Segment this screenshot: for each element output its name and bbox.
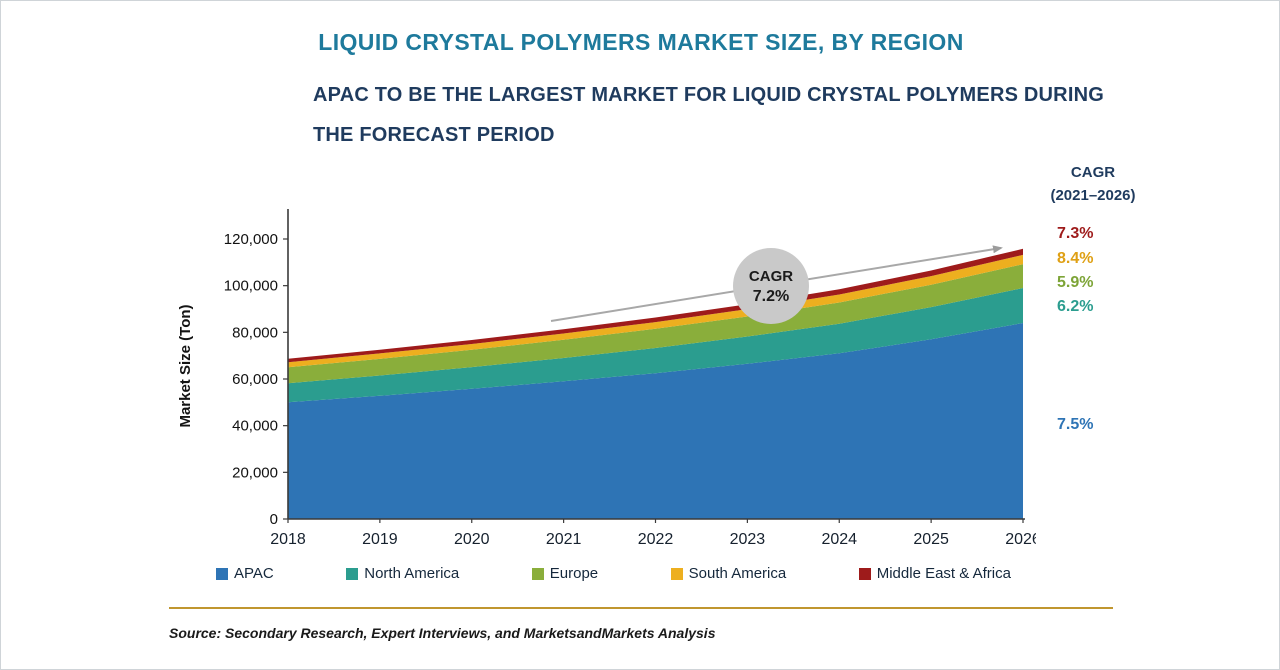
y-tick-label: 80,000 xyxy=(232,324,278,341)
cagr-panel-subtitle: (2021–2026) xyxy=(1050,187,1136,204)
x-tick-label: 2024 xyxy=(821,531,857,548)
legend-item-south-america: South America xyxy=(670,565,787,582)
chart-subtitle-line-1: APAC TO BE THE LARGEST MARKET FOR LIQUID… xyxy=(313,84,1104,106)
area-apac xyxy=(288,323,1023,519)
y-tick-label: 20,000 xyxy=(232,464,278,481)
legend-swatch-middle-east-africa xyxy=(858,567,871,580)
chart-subtitle: APAC TO BE THE LARGEST MARKET FOR LIQUID… xyxy=(313,75,1113,155)
area-north-america xyxy=(288,288,1023,403)
chart-area: 0 20,000 40,000 60,000 80,000 100,000 120,000 2… xyxy=(201,201,1041,551)
footer-divider xyxy=(169,607,1113,609)
market-size-stacked-area-chart: 0 20,000 40,000 60,000 80,000 100,000 120,000 2… xyxy=(224,209,1041,548)
area-europe xyxy=(288,264,1023,384)
cagr-value-south-america: 8.4% xyxy=(1057,250,1094,267)
x-tick-label: 2023 xyxy=(730,531,766,548)
y-tick-label: 0 xyxy=(270,511,278,528)
x-tick-label: 2022 xyxy=(638,531,674,548)
cagr-value-apac: 7.5% xyxy=(1057,416,1094,433)
legend-swatch-europe xyxy=(531,567,544,580)
chart-legend: APAC North America Europe South America … xyxy=(216,565,1011,582)
y-tick-label: 100,000 xyxy=(224,278,278,295)
y-axis-title: Market Size (Ton) xyxy=(177,304,194,428)
cagr-panel-header: CAGR (2021–2026) xyxy=(1023,161,1163,207)
chart-title: LIQUID CRYSTAL POLYMERS MARKET SIZE, BY … xyxy=(318,29,964,55)
source-text: Source: Secondary Research, Expert Inter… xyxy=(169,625,716,641)
legend-label-europe: Europe xyxy=(549,565,599,582)
legend-item-apac: APAC xyxy=(216,565,274,582)
legend-swatch-north-america xyxy=(346,567,359,580)
x-tick-label: 2018 xyxy=(270,531,306,548)
cagr-bubble xyxy=(733,248,809,324)
cagr-value-middle-east-africa: 7.3% xyxy=(1057,225,1094,242)
legend-label-south-america: South America xyxy=(688,565,787,582)
legend-label-middle-east-africa: Middle East & Africa xyxy=(876,565,1011,582)
cagr-panel-title: CAGR xyxy=(1070,164,1116,181)
y-tick-label: 120,000 xyxy=(224,231,278,248)
cagr-value-north-america: 6.2% xyxy=(1057,298,1094,315)
legend-label-apac: APAC xyxy=(234,565,274,582)
legend-label-north-america: North America xyxy=(364,565,460,582)
y-tick-label: 40,000 xyxy=(232,418,278,435)
chart-subtitle-line-2: THE FORECAST PERIOD xyxy=(313,124,555,146)
x-tick-label: 2020 xyxy=(454,531,490,548)
x-tick-label: 2019 xyxy=(362,531,398,548)
area-south-america xyxy=(288,254,1023,368)
x-tick-label: 2026 xyxy=(1005,531,1036,548)
x-tick-label: 2025 xyxy=(913,531,949,548)
cagr-bubble-label: CAGR xyxy=(749,268,793,285)
legend-swatch-south-america xyxy=(670,567,683,580)
legend-item-north-america: North America xyxy=(346,565,459,582)
x-tick-label: 2021 xyxy=(546,531,582,548)
legend-swatch-apac xyxy=(216,567,228,580)
legend-item-europe: Europe xyxy=(531,565,599,582)
cagr-value-europe: 5.9% xyxy=(1057,274,1094,291)
cagr-bubble-value: 7.2% xyxy=(753,288,789,305)
y-tick-label: 60,000 xyxy=(232,371,278,388)
legend-item-middle-east-africa: Middle East & Africa xyxy=(858,565,1011,582)
